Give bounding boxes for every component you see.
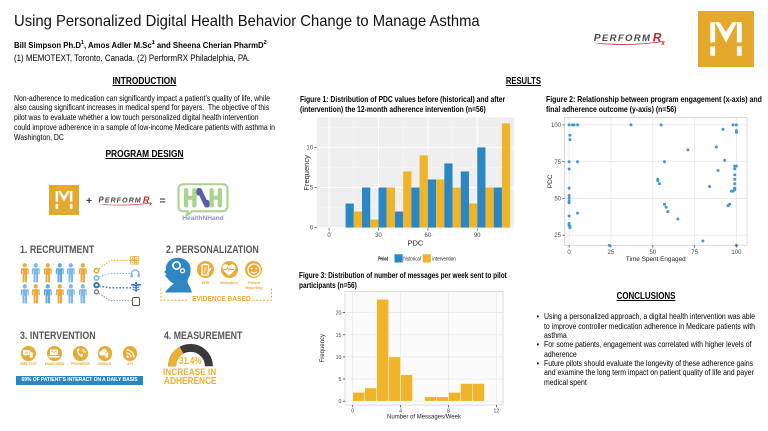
svg-text:20: 20 — [336, 311, 342, 317]
svg-text:75: 75 — [554, 160, 561, 166]
svg-text:Time Spent Engaged: Time Spent Engaged — [626, 256, 686, 263]
svg-text:PDC: PDC — [407, 238, 423, 247]
svg-text:PERFORM: PERFORM — [98, 196, 141, 205]
svg-text:0: 0 — [327, 233, 331, 239]
svg-text:60: 60 — [425, 233, 432, 239]
svg-text:Frequency: Frequency — [302, 155, 311, 191]
svg-text:100: 100 — [731, 250, 742, 256]
svg-text:Period: Period — [378, 256, 388, 262]
svg-text:Number of Messages/Week: Number of Messages/Week — [387, 415, 462, 421]
svg-text:10: 10 — [306, 146, 313, 152]
svg-text:intervention: intervention — [432, 256, 455, 262]
svg-text:4: 4 — [399, 409, 402, 415]
svg-text:10: 10 — [336, 355, 342, 361]
svg-text:PERFORM: PERFORM — [593, 33, 651, 44]
svg-text:5: 5 — [310, 186, 314, 192]
svg-text:25: 25 — [608, 250, 615, 256]
svg-text:100: 100 — [551, 123, 562, 129]
svg-text:50: 50 — [554, 197, 561, 203]
svg-text:0: 0 — [567, 250, 571, 256]
svg-text:Frequency: Frequency — [320, 334, 326, 362]
svg-text:75: 75 — [691, 250, 698, 256]
svg-text:historical: historical — [403, 256, 421, 262]
svg-text:x: x — [148, 203, 152, 208]
svg-text:90: 90 — [474, 233, 481, 239]
svg-text:0: 0 — [339, 399, 342, 405]
svg-text:8: 8 — [447, 409, 450, 415]
svg-text:12: 12 — [494, 409, 500, 415]
svg-text:5: 5 — [339, 377, 342, 383]
svg-text:50: 50 — [649, 250, 656, 256]
svg-text:x: x — [660, 39, 665, 46]
svg-text:25: 25 — [554, 233, 561, 239]
svg-text:PDC: PDC — [547, 174, 554, 188]
svg-text:R: R — [652, 31, 661, 45]
svg-text:R: R — [142, 195, 149, 205]
svg-text:0: 0 — [310, 226, 314, 232]
svg-text:15: 15 — [336, 333, 342, 339]
svg-text:0: 0 — [351, 409, 354, 415]
svg-text:30: 30 — [375, 233, 382, 239]
svg-text:A: A — [25, 350, 28, 355]
